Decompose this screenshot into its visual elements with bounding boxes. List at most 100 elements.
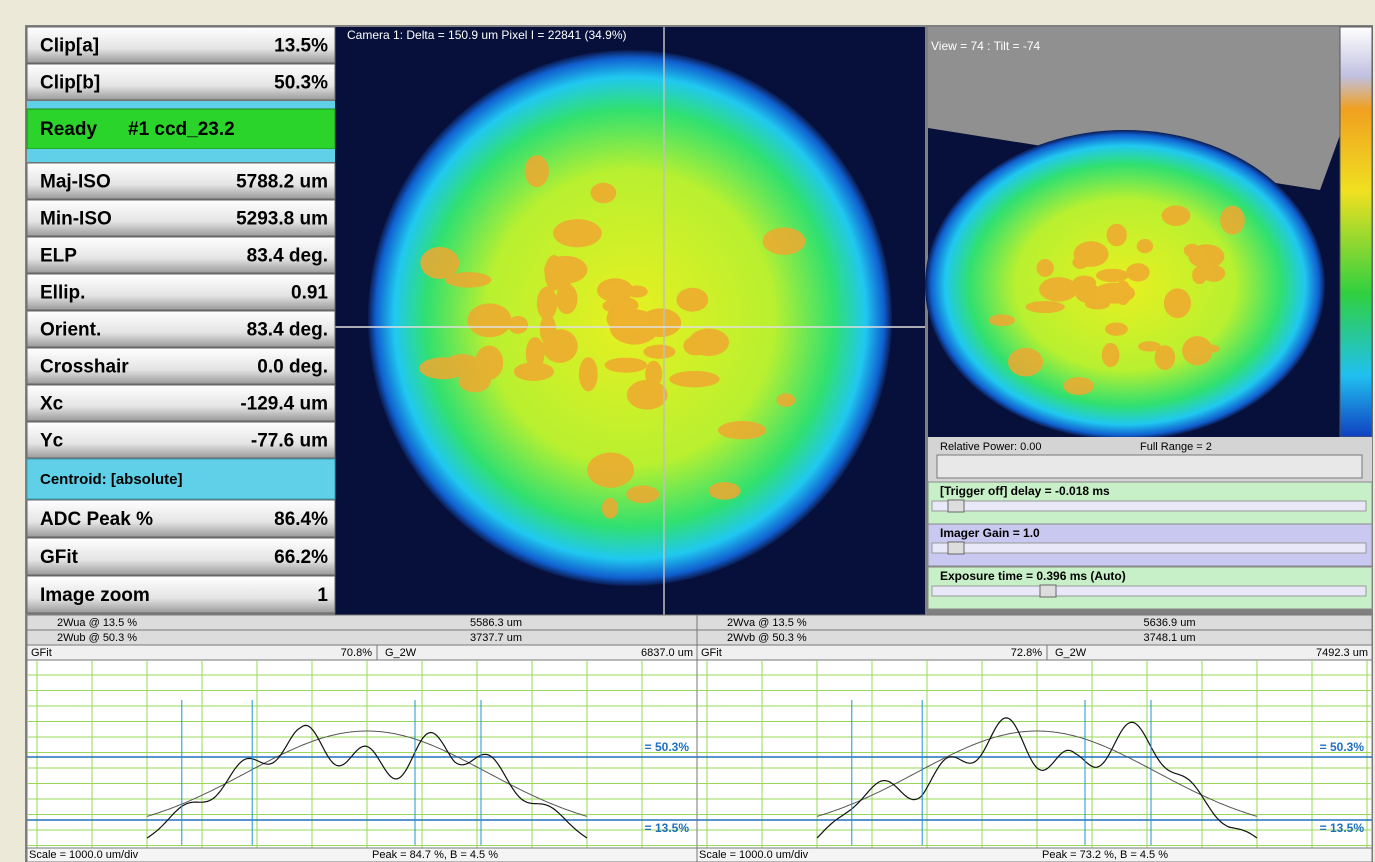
hot-spot — [553, 219, 602, 247]
gfit-value: 72.8% — [1011, 647, 1042, 659]
width-label: 2Wva @ 13.5 % — [727, 617, 807, 629]
level-low-label: = 13.5% — [645, 821, 690, 835]
hot-spot — [591, 183, 617, 204]
separator — [27, 149, 335, 162]
camera-title: Camera 1: Delta = 150.9 um Pixel I = 228… — [347, 28, 627, 42]
view-title: View = 74 : Tilt = -74 — [931, 39, 1040, 53]
width-value: 3748.1 um — [1144, 632, 1196, 644]
scale-label: Scale = 1000.0 um/div — [699, 849, 809, 861]
hot-spot — [602, 498, 618, 519]
hot-spot — [640, 308, 681, 337]
g2w-value: 7492.3 um — [1316, 647, 1368, 659]
hot-spot — [1096, 269, 1129, 282]
hot-spot — [537, 287, 557, 321]
metric-value: -77.6 um — [251, 431, 328, 452]
metric-value: 5788.2 um — [236, 172, 328, 193]
slider-track[interactable] — [932, 501, 1366, 511]
slider-thumb[interactable] — [1040, 585, 1056, 597]
hot-spot — [420, 247, 459, 279]
hot-spot — [1126, 263, 1150, 281]
width-value: 5586.3 um — [470, 617, 522, 629]
metric-label: Crosshair — [40, 357, 129, 378]
hot-spot — [1039, 277, 1078, 301]
hot-spot — [626, 486, 659, 504]
hot-spot — [676, 288, 708, 312]
metric-value: -129.4 um — [240, 394, 328, 415]
gfit-label: GFit — [701, 647, 722, 659]
level-high-label: = 50.3% — [1320, 740, 1365, 754]
hot-spot — [556, 284, 578, 315]
g2w-label: G_2W — [385, 647, 417, 659]
hot-spot — [1202, 265, 1225, 282]
slider-thumb[interactable] — [948, 542, 964, 554]
hot-spot — [645, 361, 662, 387]
metric-value: 66.2% — [274, 547, 328, 568]
hot-spot — [1164, 288, 1191, 318]
metric-label: GFit — [40, 547, 79, 568]
slider-track[interactable] — [932, 543, 1366, 553]
metric-label: Xc — [40, 394, 64, 415]
hot-spot — [1072, 256, 1088, 269]
hot-spot — [1188, 244, 1224, 268]
status-device: #1 ccd_23.2 — [128, 119, 235, 140]
hot-spot — [467, 303, 511, 337]
hot-spot — [626, 286, 648, 298]
metric-label: ELP — [40, 246, 77, 267]
hot-spot — [579, 357, 598, 391]
width-label: 2Wub @ 50.3 % — [57, 632, 137, 644]
metric-value: 0.0 deg. — [257, 357, 328, 378]
g2w-value: 6837.0 um — [641, 647, 693, 659]
hot-spot — [989, 314, 1015, 326]
title-strip — [0, 0, 1375, 22]
hot-spot — [419, 357, 467, 379]
slider-label: Imager Gain = 1.0 — [940, 526, 1040, 540]
centroid-label: Centroid: [absolute] — [40, 471, 183, 488]
color-bar — [1340, 27, 1372, 437]
metric-value: 50.3% — [274, 73, 328, 94]
hot-spot — [542, 329, 577, 363]
hot-spot — [475, 345, 503, 379]
gfit-label: GFit — [31, 647, 52, 659]
hot-spot — [776, 393, 795, 407]
power-range: Full Range = 2 — [1140, 441, 1212, 453]
slider-label: Exposure time = 0.396 ms (Auto) — [940, 569, 1126, 583]
peak-label: Peak = 73.2 %, B = 4.5 % — [1042, 849, 1168, 861]
width-value: 3737.7 um — [470, 632, 522, 644]
metric-label: Maj-ISO — [40, 172, 111, 193]
metric-value: 86.4% — [274, 509, 328, 530]
metric-value: 1 — [317, 585, 328, 606]
hot-spot — [1085, 299, 1110, 310]
hot-spot — [525, 155, 549, 187]
hot-spot — [1036, 259, 1053, 277]
width-value: 5636.9 um — [1144, 617, 1196, 629]
slider-track[interactable] — [932, 586, 1366, 596]
metric-value: 83.4 deg. — [247, 246, 328, 267]
gfit-value: 70.8% — [341, 647, 372, 659]
metric-label: Clip[b] — [40, 73, 100, 94]
metric-value: 5293.8 um — [236, 209, 328, 230]
level-low-label: = 13.5% — [1320, 821, 1365, 835]
hot-spot — [718, 421, 766, 439]
hot-spot — [1137, 239, 1153, 253]
separator — [27, 101, 335, 109]
hot-spot — [545, 255, 564, 291]
hot-spot — [1026, 301, 1065, 313]
hot-spot — [627, 380, 668, 410]
hot-spot — [643, 345, 675, 359]
hot-spot — [709, 482, 741, 500]
metric-value: 83.4 deg. — [247, 320, 328, 341]
status-state: Ready — [40, 119, 97, 140]
hot-spot — [1115, 280, 1131, 305]
hot-spot — [1008, 348, 1043, 376]
hot-spot — [604, 358, 647, 373]
metric-value: 0.91 — [291, 283, 328, 304]
metric-value: 13.5% — [274, 36, 328, 57]
metric-label: Clip[a] — [40, 36, 99, 57]
peak-label: Peak = 84.7 %, B = 4.5 % — [372, 849, 498, 861]
slider-thumb[interactable] — [948, 500, 964, 512]
slider-label: [Trigger off] delay = -0.018 ms — [940, 484, 1110, 498]
hot-spot — [1102, 343, 1120, 367]
hot-spot — [1182, 336, 1212, 365]
width-label: 2Wvb @ 50.3 % — [727, 632, 807, 644]
metric-label: ADC Peak % — [40, 509, 153, 530]
